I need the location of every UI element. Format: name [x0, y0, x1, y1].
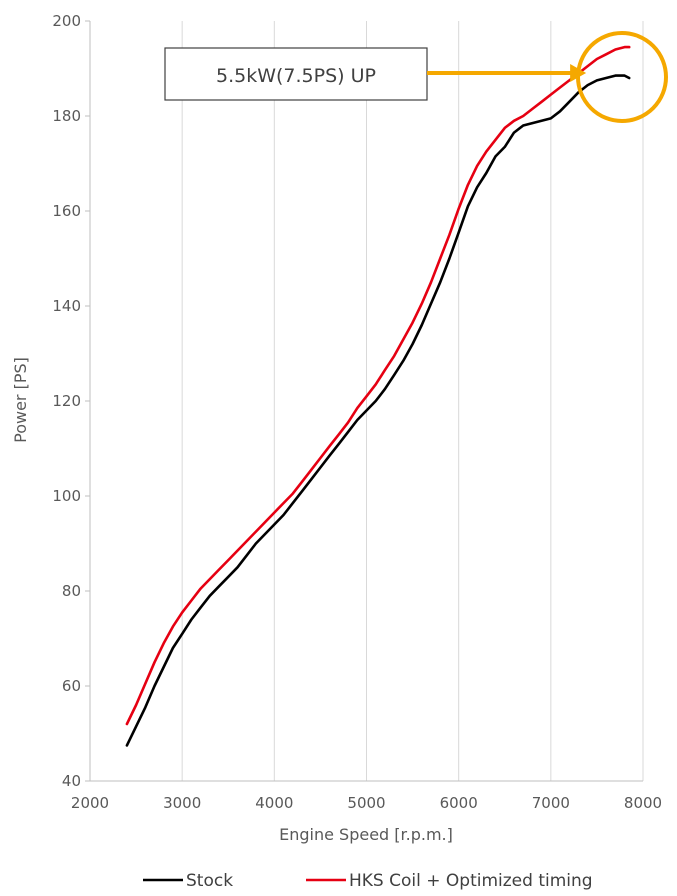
y-tick-labels: 40 60 80 100 120 140 160 180 200	[52, 12, 81, 790]
legend-label-hks: HKS Coil + Optimized timing	[349, 871, 593, 891]
annotation-text: 5.5kW(7.5PS) UP	[216, 65, 376, 87]
y-tick-label: 180	[52, 107, 81, 125]
y-axis-title: Power [PS]	[11, 357, 30, 443]
y-tick-label: 200	[52, 12, 81, 30]
y-tick-label: 60	[62, 677, 81, 695]
x-tick-label: 8000	[624, 794, 662, 812]
y-tick-label: 100	[52, 487, 81, 505]
y-tick-label: 160	[52, 202, 81, 220]
y-tick-label: 80	[62, 582, 81, 600]
x-tick-label: 3000	[163, 794, 201, 812]
plot-frame	[85, 20, 643, 782]
x-tick-labels: 2000 3000 4000 5000 6000 7000 8000	[71, 794, 662, 812]
annotation: 5.5kW(7.5PS) UP	[164, 31, 668, 123]
y-tick-label: 120	[52, 392, 81, 410]
y-tick-label: 40	[62, 772, 81, 790]
annotation-box	[164, 47, 428, 101]
legend-label-stock: Stock	[186, 871, 233, 891]
x-axis-title: Engine Speed [r.p.m.]	[279, 825, 453, 844]
series-layer	[125, 45, 631, 747]
series-line-hks	[125, 45, 631, 726]
y-tick-label: 140	[52, 297, 81, 315]
legend: Stock HKS Coil + Optimized timing	[143, 871, 593, 891]
x-tick-label: 7000	[532, 794, 570, 812]
grid	[181, 21, 644, 781]
x-tick-label: 6000	[440, 794, 478, 812]
annotation-highlight-circle	[576, 31, 668, 123]
x-tick-label: 5000	[347, 794, 385, 812]
x-tick-label: 2000	[71, 794, 109, 812]
series-line-stock	[125, 74, 631, 747]
x-tick-label: 4000	[255, 794, 293, 812]
